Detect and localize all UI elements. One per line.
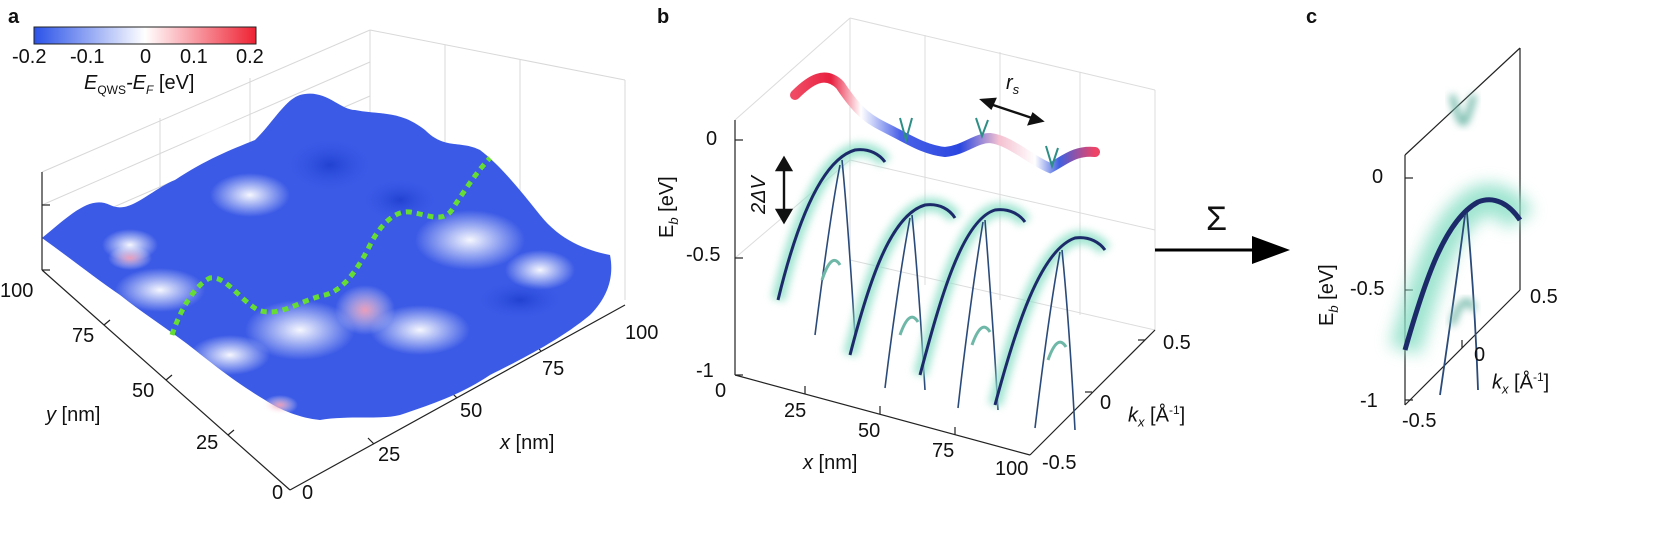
a-y-tick-75: 75 <box>72 325 95 347</box>
green-path <box>169 156 492 336</box>
a-x-tick-50: 50 <box>460 400 483 422</box>
c-kx-tick-0: 0 <box>1474 344 1486 366</box>
c-eb-tick-m05: -0.5 <box>1350 278 1385 300</box>
b-eb-tick-m05: -0.5 <box>686 244 721 266</box>
a-x-tick-75: 75 <box>542 358 565 380</box>
b-kx-tick-0: 0 <box>1100 392 1112 414</box>
b-x-label: x [nm] <box>803 452 858 474</box>
panel-b-ticks <box>735 139 1145 435</box>
potential-wire <box>790 72 1100 174</box>
panel-b-letter: b <box>657 6 670 28</box>
band-structures <box>771 142 1111 431</box>
band-3 <box>913 202 1031 411</box>
panel-b-axes <box>734 120 1156 456</box>
energy-surface <box>42 93 612 420</box>
sum-arrow <box>1155 236 1290 264</box>
a-x-tick-100: 100 <box>625 322 659 344</box>
cbar-label: EQWS-EF [eV] <box>84 72 195 97</box>
b-eb-tick-m1: -1 <box>696 360 714 382</box>
summed-band <box>1389 93 1534 396</box>
b-x-tick-75: 75 <box>932 440 955 462</box>
c-kx-tick-m05: -0.5 <box>1402 410 1437 432</box>
band-4 <box>988 230 1111 431</box>
wire-dips <box>899 117 1059 170</box>
rs-arrow <box>979 97 1045 126</box>
a-y-tick-0: 0 <box>272 482 284 504</box>
b-kx-tick-05: 0.5 <box>1163 332 1191 354</box>
b-eb-label: Eb [eV] <box>656 176 681 238</box>
cbar-tick-2: -0.1 <box>70 46 105 68</box>
a-y-tick-50: 50 <box>132 380 155 402</box>
a-y-tick-25: 25 <box>196 432 219 454</box>
c-eb-label: Eb [eV] <box>1316 264 1341 326</box>
sum-symbol: Σ <box>1206 200 1228 238</box>
b-kx-tick-m05: -0.5 <box>1042 452 1077 474</box>
b-kx-label: kx [Å-1] <box>1128 403 1186 430</box>
b-x-tick-0: 0 <box>715 380 727 402</box>
b-eb-tick-0: 0 <box>706 128 718 150</box>
b-x-tick-25: 25 <box>784 400 807 422</box>
cbar-tick-3: 0 <box>140 46 152 68</box>
c-kx-label: kx [Å-1] <box>1492 370 1550 397</box>
a-x-label: x [nm] <box>500 432 555 454</box>
c-eb-tick-0: 0 <box>1372 166 1384 188</box>
cbar-tick-1: -0.2 <box>12 46 47 68</box>
a-x-tick-0: 0 <box>302 482 314 504</box>
cbar-tick-5: 0.2 <box>236 46 264 68</box>
c-eb-tick-m1: -1 <box>1360 390 1378 412</box>
rs-label: rs <box>1006 72 1020 97</box>
a-y-label: y [nm] <box>46 404 101 426</box>
b-x-tick-50: 50 <box>858 420 881 442</box>
band-1 <box>771 142 891 336</box>
colorbar <box>33 26 257 45</box>
c-kx-tick-05: 0.5 <box>1530 286 1558 308</box>
cbar-tick-4: 0.1 <box>180 46 208 68</box>
panel-c-letter: c <box>1306 6 1318 28</box>
gap-label: 2ΔV <box>748 176 770 214</box>
a-y-tick-100: 100 <box>0 280 34 302</box>
gap-arrow <box>774 155 794 225</box>
a-x-tick-25: 25 <box>378 444 401 466</box>
panel-a-letter: a <box>8 6 20 28</box>
b-x-tick-100: 100 <box>995 458 1029 480</box>
